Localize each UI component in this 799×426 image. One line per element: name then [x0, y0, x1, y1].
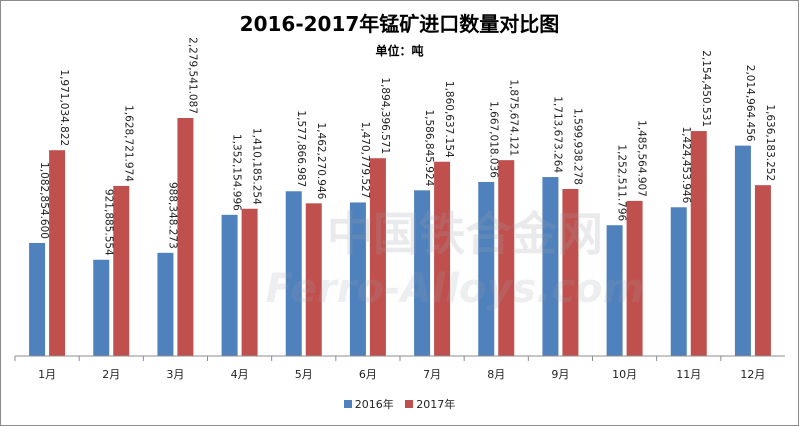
data-label: 1,971,034.822	[58, 69, 70, 146]
legend-label-2017: 2017年	[416, 398, 456, 411]
bar-2016-4	[221, 214, 238, 356]
data-label: 1,424,453.946	[680, 126, 692, 203]
legend-swatch-2017	[405, 400, 414, 408]
bar-2017-5	[305, 203, 322, 356]
data-label: 1,586,845.924	[423, 109, 435, 186]
x-tick-label: 5月	[295, 368, 313, 381]
bars-layer	[29, 118, 771, 356]
bar-2016-6	[349, 202, 366, 356]
data-label: 1,667,018.036	[487, 101, 499, 178]
bar-2017-3	[177, 118, 194, 356]
bar-2016-10	[606, 225, 623, 356]
bar-2016-2	[93, 259, 110, 356]
data-label: 921,885.554	[102, 189, 114, 256]
legend-item-2017: 2017年	[405, 396, 455, 412]
bar-2016-5	[285, 191, 302, 356]
bar-2017-10	[626, 200, 643, 356]
data-label: 1,875,674.121	[507, 79, 519, 156]
data-label: 1,894,396.571	[379, 77, 391, 154]
x-tick-label: 8月	[487, 368, 505, 381]
data-label: 1,599,938.278	[571, 108, 583, 185]
legend-label-2016: 2016年	[354, 398, 394, 411]
bar-2016-11	[670, 207, 687, 356]
data-label: 1,470,779.527	[359, 122, 371, 199]
x-tick-label: 1月	[38, 368, 56, 381]
x-tick-label: 2月	[102, 368, 120, 381]
bar-2017-11	[690, 131, 707, 356]
chart-subtitle: 单位：吨	[375, 44, 424, 58]
bar-2016-12	[734, 145, 751, 356]
bar-2016-1	[29, 242, 46, 356]
data-label: 1,082,854.600	[38, 162, 50, 239]
x-tick-label: 10月	[612, 368, 637, 381]
bar-2017-12	[754, 185, 771, 356]
bar-2017-7	[434, 161, 451, 356]
legend-swatch-2016	[343, 400, 352, 408]
x-tick-label: 6月	[359, 368, 377, 381]
data-label: 1,636,183.252	[764, 104, 776, 181]
x-tick-label: 9月	[551, 368, 569, 381]
data-label: 2,279,541.087	[186, 37, 198, 114]
chart-title: 2016-2017年锰矿进口数量对比图	[239, 12, 560, 36]
data-label: 1,252,511.796	[616, 144, 628, 221]
x-axis: 1月 2月 3月 4月 5月 6月 7月 8月 9月 10月 11月 12月	[14, 355, 785, 381]
data-label: 1,860,637.154	[443, 81, 455, 158]
x-tick-label: 4月	[231, 368, 249, 381]
data-label: 1,485,564.907	[636, 120, 648, 197]
bar-2016-8	[478, 181, 495, 356]
bar-2017-8	[498, 160, 515, 356]
data-label: 1,462,270.946	[315, 123, 327, 200]
data-label: 2,154,450.531	[700, 50, 712, 127]
x-tick-label: 7月	[423, 368, 441, 381]
legend-item-2016: 2016年	[343, 396, 394, 412]
x-tick-label: 3月	[166, 368, 184, 381]
bar-2017-1	[49, 150, 66, 356]
bar-2017-4	[241, 208, 258, 356]
bar-2017-9	[562, 188, 579, 356]
x-tick-label: 11月	[676, 368, 701, 381]
bar-2017-2	[113, 185, 130, 356]
data-label: 988,348.273	[166, 182, 178, 249]
x-tick-label: 12月	[740, 368, 765, 381]
data-label: 2,014,964.456	[744, 65, 756, 142]
bar-2016-3	[157, 252, 174, 356]
bar-2016-7	[414, 190, 431, 356]
data-label: 1,628,721.974	[122, 105, 134, 182]
legend: 2016年 2017年	[0, 396, 799, 412]
data-label: 1,352,154.996	[231, 134, 243, 211]
data-label: 1,577,866.987	[295, 110, 307, 187]
value-labels-layer: 1,082,854.600 1,971,034.822 921,885.554 1,6…	[38, 37, 776, 256]
data-label: 1,713,673.264	[551, 96, 563, 173]
bar-2016-9	[542, 177, 559, 356]
bar-2017-6	[369, 158, 386, 356]
data-label: 1,410,185.254	[251, 128, 263, 205]
